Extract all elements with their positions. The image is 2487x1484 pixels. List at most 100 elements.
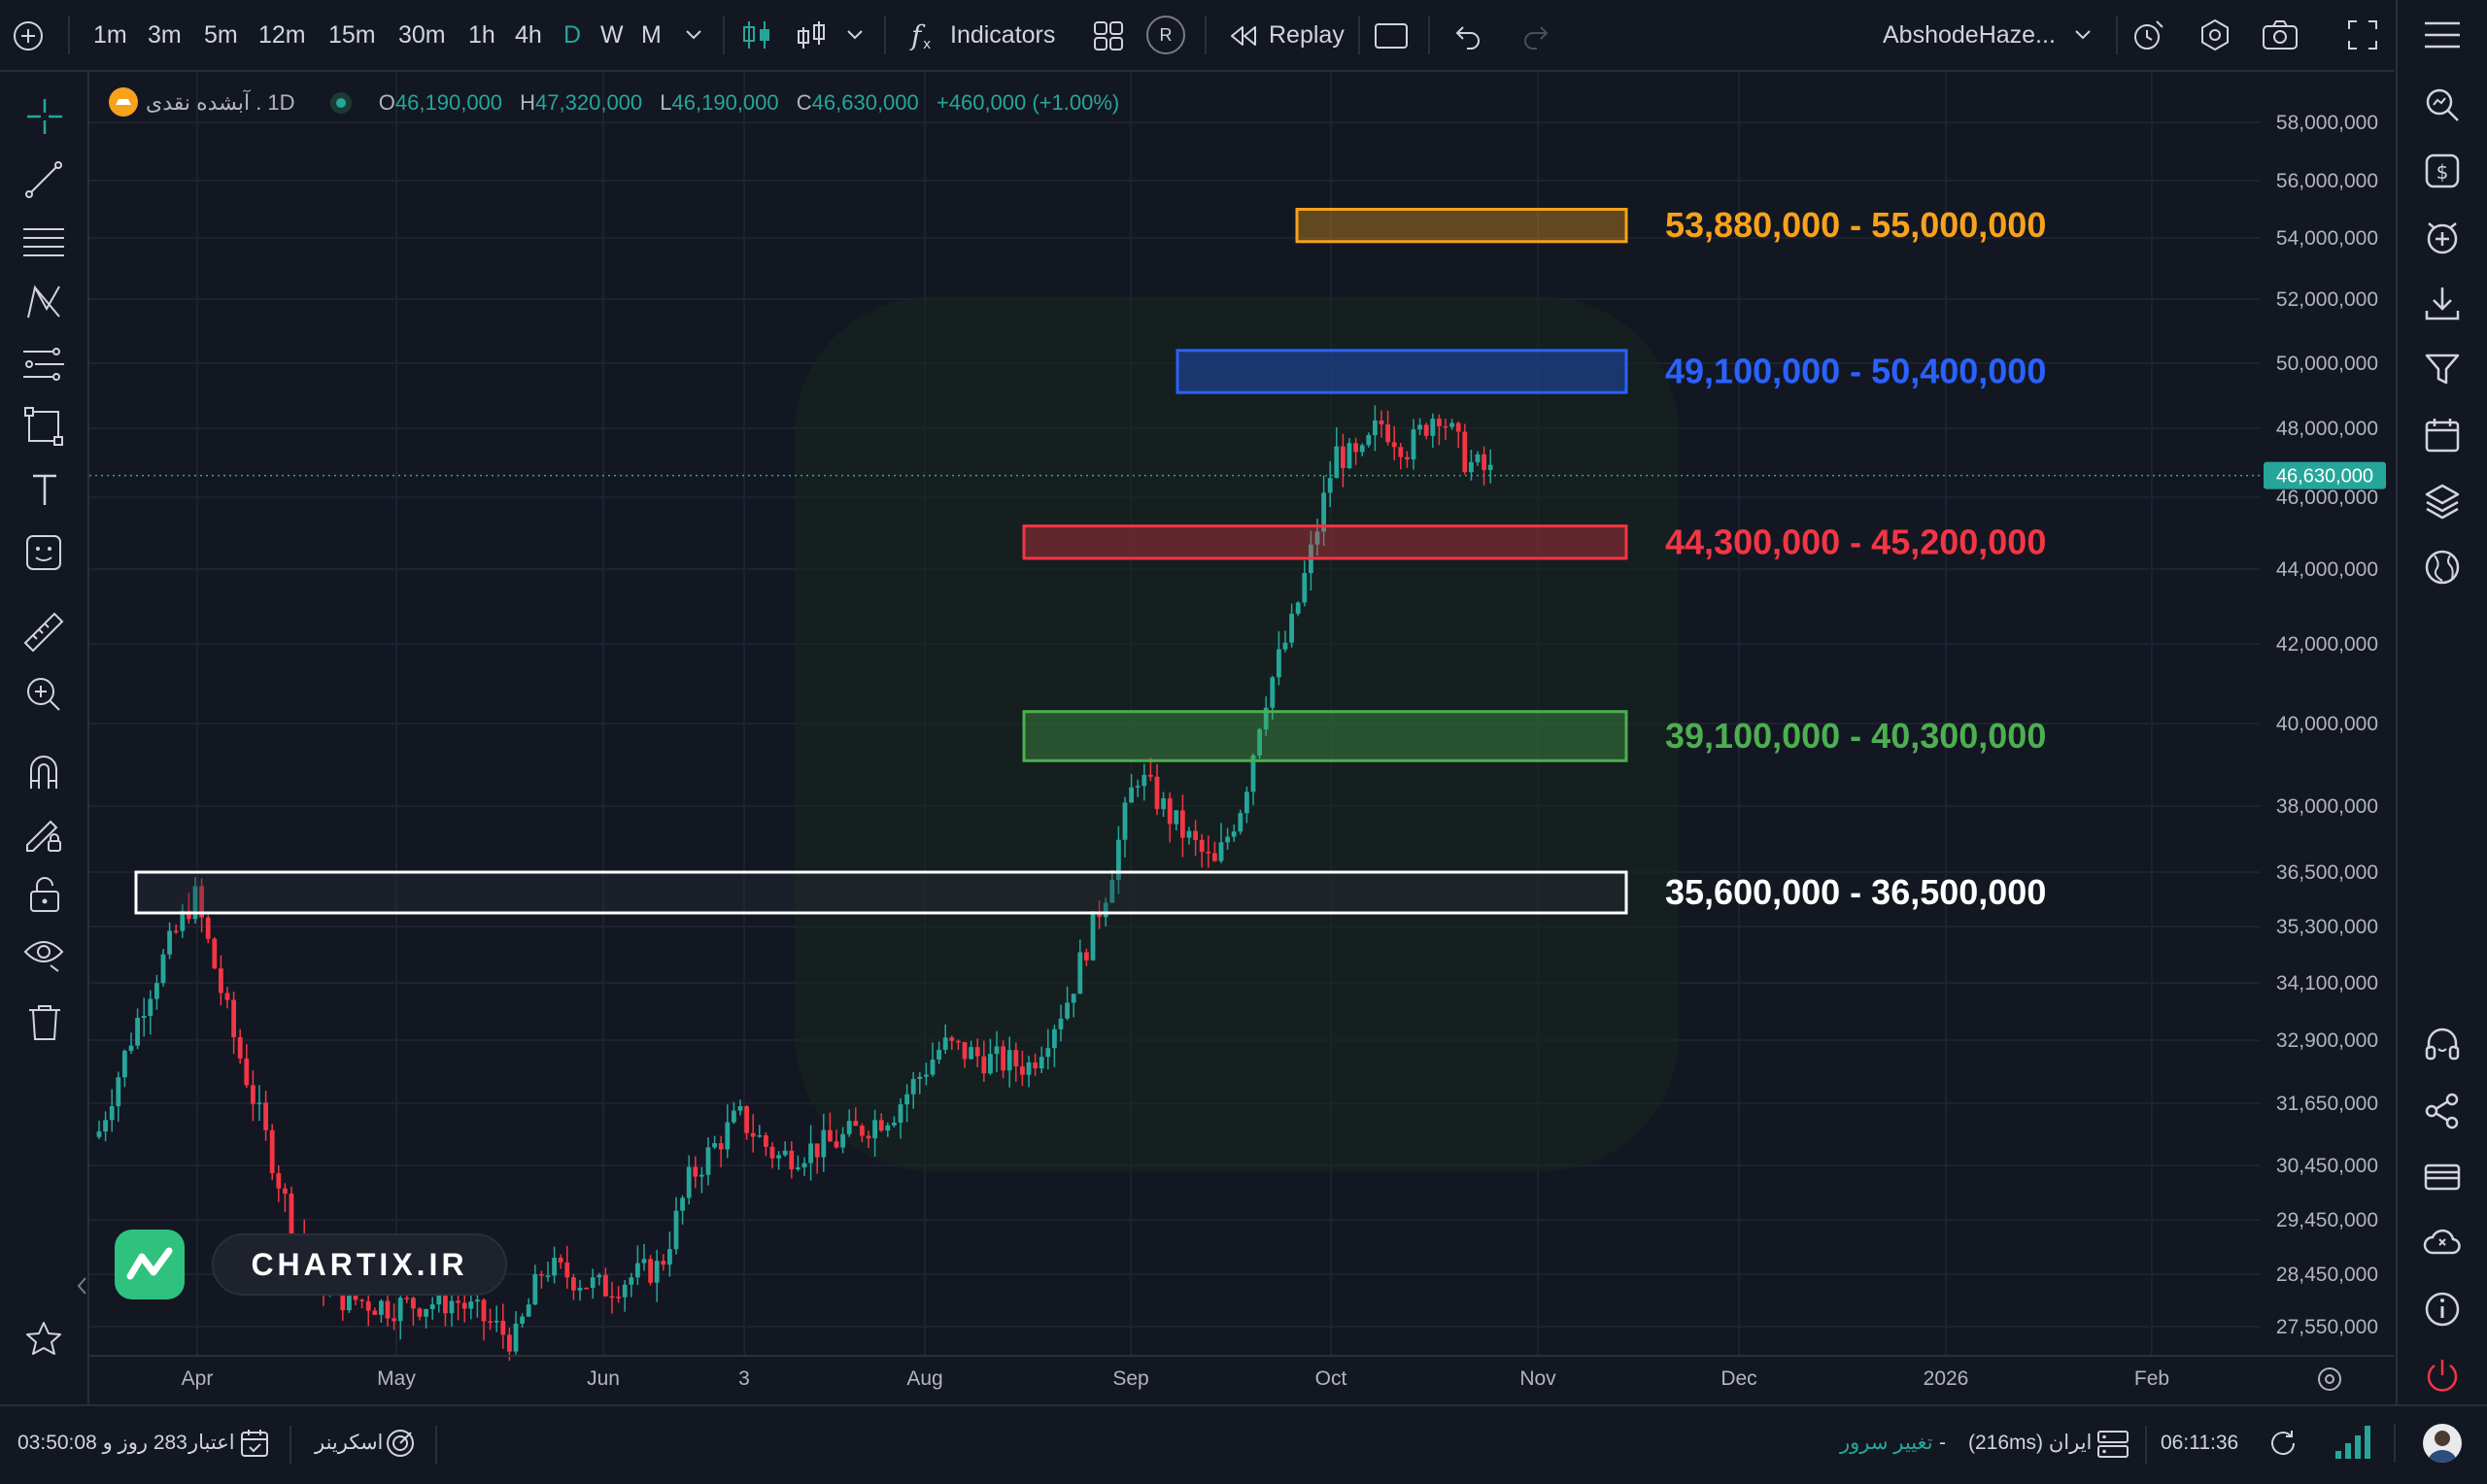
crosshair-icon[interactable] <box>23 95 66 138</box>
rectangle-tool-icon[interactable] <box>23 406 64 447</box>
support-resistance-zone[interactable] <box>1175 349 1628 394</box>
globe-icon[interactable] <box>2423 548 2462 587</box>
lock-icon[interactable] <box>25 874 64 915</box>
bars-chart-type-icon[interactable] <box>795 17 828 52</box>
candle-body <box>219 968 223 994</box>
support-resistance-zone[interactable] <box>134 870 1628 915</box>
text-tool-icon[interactable] <box>25 470 64 509</box>
pattern-tool-icon[interactable] <box>23 282 64 322</box>
account-name[interactable]: AbshodeHaze... <box>1883 21 2056 49</box>
search-icon[interactable] <box>2423 85 2462 124</box>
subscription-card-icon[interactable] <box>2423 1158 2462 1197</box>
camera-snapshot-icon[interactable] <box>2262 19 2299 51</box>
candle-body <box>1006 1050 1012 1071</box>
interval-15m[interactable]: 15m <box>328 21 376 49</box>
trash-icon[interactable] <box>25 1002 64 1043</box>
candle-body <box>1174 810 1179 825</box>
interval-w[interactable]: W <box>600 21 624 49</box>
calendar-icon[interactable] <box>2423 416 2462 455</box>
server-icon[interactable] <box>2096 1430 2129 1459</box>
ruler-measure-icon[interactable] <box>21 610 66 655</box>
sticker-icon[interactable] <box>23 532 64 573</box>
r-badge-icon[interactable]: R <box>1146 16 1185 54</box>
account-chevron-icon[interactable] <box>2073 27 2093 43</box>
add-alert-icon[interactable] <box>2423 218 2462 256</box>
high-label: H <box>520 90 536 115</box>
alert-clock-icon[interactable] <box>2131 17 2166 52</box>
user-avatar[interactable] <box>2423 1424 2462 1463</box>
dollar-icon[interactable]: $ <box>2423 152 2462 190</box>
screener-radar-icon[interactable] <box>385 1428 416 1459</box>
interval-5m[interactable]: 5m <box>204 21 238 49</box>
candle-body <box>564 1262 570 1278</box>
interval-d[interactable]: D <box>563 21 582 49</box>
redo-icon[interactable] <box>1519 21 1550 51</box>
candle-body <box>340 1285 346 1311</box>
add-symbol-icon[interactable] <box>12 19 45 52</box>
candle-body <box>974 1047 980 1057</box>
axis-settings-icon[interactable] <box>2318 1367 2341 1391</box>
menu-hamburger-icon[interactable] <box>2423 17 2462 52</box>
favorites-star-icon[interactable] <box>23 1319 64 1360</box>
download-icon[interactable] <box>2423 284 2462 322</box>
fib-retracement-icon[interactable] <box>21 344 66 385</box>
share-icon[interactable] <box>2423 1092 2462 1130</box>
interval-30m[interactable]: 30m <box>398 21 446 49</box>
cloud-icon[interactable] <box>2423 1224 2462 1263</box>
interval-dropdown-chevron-icon[interactable] <box>684 27 703 43</box>
interval-12m[interactable]: 12m <box>258 21 306 49</box>
fullscreen-icon[interactable] <box>2347 19 2378 51</box>
interval-4h[interactable]: 4h <box>515 21 542 49</box>
settings-gear-icon[interactable] <box>2197 17 2232 52</box>
drawing-mode-pencil-icon[interactable] <box>21 812 66 857</box>
candle-body <box>680 1197 685 1211</box>
interval-3m[interactable]: 3m <box>148 21 182 49</box>
hide-eye-icon[interactable] <box>21 930 66 975</box>
support-resistance-zone[interactable] <box>1295 208 1628 244</box>
interval-1h[interactable]: 1h <box>468 21 495 49</box>
support-resistance-zone[interactable] <box>1022 524 1628 560</box>
horizontal-lines-icon[interactable] <box>21 221 66 262</box>
interval-m[interactable]: M <box>641 21 662 49</box>
candle-body <box>1045 1048 1051 1058</box>
support-headset-icon[interactable] <box>2423 1026 2462 1064</box>
change-value: +460,000 (+1.00%) <box>936 90 1120 115</box>
layers-icon[interactable] <box>2423 482 2462 521</box>
interval-1m[interactable]: 1m <box>93 21 127 49</box>
magnet-icon[interactable] <box>23 752 64 793</box>
support-resistance-zone[interactable] <box>1022 710 1628 762</box>
candle-body <box>1385 423 1390 443</box>
candles-chart-type-icon[interactable] <box>740 17 773 52</box>
candle-body <box>796 1166 801 1169</box>
info-icon[interactable] <box>2423 1290 2462 1329</box>
calendar-check-icon[interactable] <box>239 1428 270 1459</box>
power-logout-icon[interactable] <box>2423 1356 2462 1395</box>
candle-body <box>1437 419 1442 426</box>
templates-grid-icon[interactable] <box>1092 19 1125 52</box>
candle-body <box>269 1130 275 1173</box>
candle-body <box>173 930 179 932</box>
candle-body <box>828 1130 833 1142</box>
chart-pane[interactable]: 53,880,000 - 55,000,000 49,100,000 - 50,4… <box>89 72 2394 1404</box>
filter-funnel-icon[interactable] <box>2423 350 2462 388</box>
undo-icon[interactable] <box>1453 21 1484 51</box>
candle-body <box>1103 902 1108 918</box>
candle-body <box>732 1110 736 1123</box>
replay-rewind-icon[interactable] <box>1228 21 1259 51</box>
screener-label[interactable]: اسکرینر <box>315 1432 384 1454</box>
time-axis-label: Sep <box>1112 1367 1148 1390</box>
collapse-arrow-icon[interactable] <box>76 1276 87 1296</box>
indicators-button[interactable]: Indicators <box>950 21 1056 49</box>
zoom-in-icon[interactable] <box>23 674 64 715</box>
candle-body <box>1314 531 1320 545</box>
server-change-link[interactable]: تغییر سرور <box>1840 1432 1933 1454</box>
refresh-icon[interactable] <box>2267 1428 2299 1459</box>
chart-type-chevron-icon[interactable] <box>845 27 865 43</box>
toolbar-divider <box>1205 16 1207 54</box>
symbol-name[interactable]: آبشده نقدی <box>146 90 251 115</box>
rectangle-layout-icon[interactable] <box>1374 21 1409 51</box>
replay-button[interactable]: Replay <box>1269 21 1345 49</box>
low-label: L <box>660 90 672 115</box>
trend-line-icon[interactable] <box>23 159 64 200</box>
